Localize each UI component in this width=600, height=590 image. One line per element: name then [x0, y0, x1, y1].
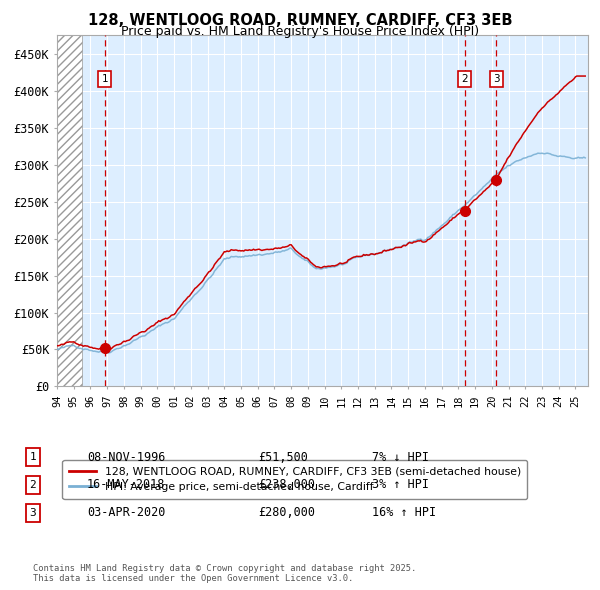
Text: 128, WENTLOOG ROAD, RUMNEY, CARDIFF, CF3 3EB: 128, WENTLOOG ROAD, RUMNEY, CARDIFF, CF3… — [88, 13, 512, 28]
Text: £280,000: £280,000 — [258, 506, 315, 519]
Text: 1: 1 — [29, 453, 37, 462]
Text: 2: 2 — [29, 480, 37, 490]
Text: £51,500: £51,500 — [258, 451, 308, 464]
Text: Price paid vs. HM Land Registry's House Price Index (HPI): Price paid vs. HM Land Registry's House … — [121, 25, 479, 38]
Legend: 128, WENTLOOG ROAD, RUMNEY, CARDIFF, CF3 3EB (semi-detached house), HPI: Average: 128, WENTLOOG ROAD, RUMNEY, CARDIFF, CF3… — [62, 460, 527, 499]
Text: 3: 3 — [493, 74, 499, 84]
Text: 08-NOV-1996: 08-NOV-1996 — [87, 451, 166, 464]
Text: 1: 1 — [101, 74, 108, 84]
Text: 03-APR-2020: 03-APR-2020 — [87, 506, 166, 519]
Bar — [57, 35, 82, 386]
Text: 16% ↑ HPI: 16% ↑ HPI — [372, 506, 436, 519]
Text: 3% ↑ HPI: 3% ↑ HPI — [372, 478, 429, 491]
Text: 16-MAY-2018: 16-MAY-2018 — [87, 478, 166, 491]
Text: Contains HM Land Registry data © Crown copyright and database right 2025.
This d: Contains HM Land Registry data © Crown c… — [33, 563, 416, 583]
Text: 2: 2 — [461, 74, 468, 84]
Text: £238,000: £238,000 — [258, 478, 315, 491]
Text: 3: 3 — [29, 508, 37, 517]
Text: 7% ↓ HPI: 7% ↓ HPI — [372, 451, 429, 464]
